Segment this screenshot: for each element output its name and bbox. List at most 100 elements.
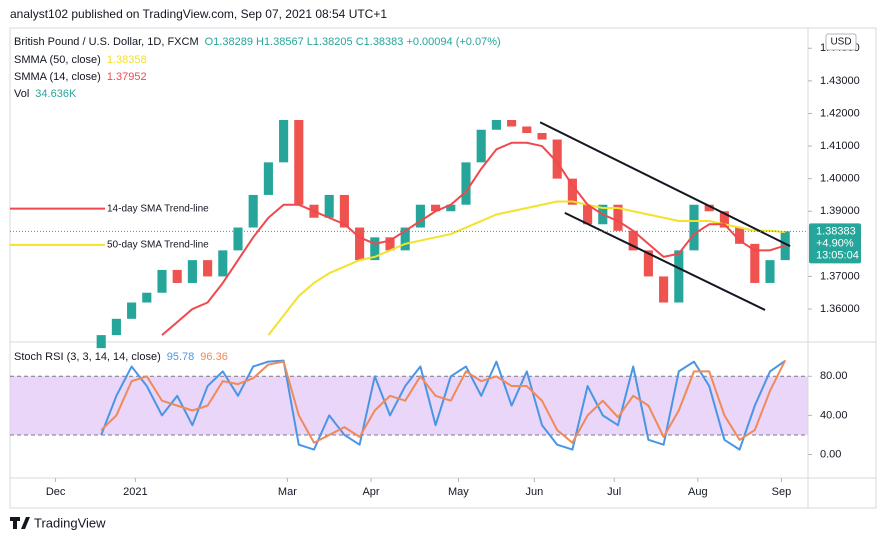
y-tick-label: 1.36000 <box>820 303 860 315</box>
candle-body <box>507 119 517 127</box>
price-pane: 1.36000 1.37000 1.39000 1.40000 1.41000 1.420… <box>10 33 861 349</box>
currency-box <box>825 33 857 51</box>
y-tick-label: 1.37000 <box>820 270 860 282</box>
candle-body <box>355 227 365 261</box>
candle-body <box>263 162 273 195</box>
annotation-label: 50-day SMA Trend-line <box>107 239 209 250</box>
candle-body <box>400 227 410 251</box>
candle-body <box>339 194 349 228</box>
candle-body <box>370 237 380 261</box>
candle-body <box>446 204 456 212</box>
candle-body <box>719 211 729 228</box>
candle-body <box>491 119 501 130</box>
price-change: +4.90% <box>816 237 854 249</box>
candle-body <box>643 250 653 277</box>
x-tick-label: Jul <box>607 486 621 498</box>
currency: USD <box>830 37 851 48</box>
candle-body <box>628 230 638 251</box>
ohlc: O1.38289 H1.38567 L1.38205 C1.38383 +0.0… <box>205 36 501 48</box>
candle-body <box>583 204 593 225</box>
chart-frame <box>9 27 877 509</box>
candle-body <box>294 119 304 205</box>
x-tick-label: 2021 <box>123 486 147 498</box>
y-tick-label: 1.42000 <box>820 107 860 119</box>
y-tick-label: 1.39000 <box>820 205 860 217</box>
x-tick-label: Mar <box>278 486 297 498</box>
candle-body <box>96 335 106 349</box>
legend-entry: SMMA (50, close) 1.38358 <box>14 54 147 66</box>
candle-body <box>613 204 623 231</box>
logo-icon <box>10 517 30 529</box>
candle-body <box>674 250 684 303</box>
candle-body <box>233 227 243 251</box>
symbol-name: British Pound / U.S. Dollar, 1D, FXCM <box>14 36 199 48</box>
candle-body <box>750 243 760 283</box>
y-tick-label: 1.41000 <box>820 140 860 152</box>
x-tick-label: Dec <box>46 486 66 498</box>
y-tick-label: 40.00 <box>820 409 848 421</box>
x-tick-label: Jun <box>526 486 544 498</box>
candle-body <box>172 269 182 283</box>
logo: TradingView <box>10 515 106 530</box>
y-tick-label: 0.00 <box>820 448 841 460</box>
header: analyst102 published on TradingView.com,… <box>10 7 387 21</box>
series-line <box>100 359 787 444</box>
volume-value: 34.636K <box>35 88 77 100</box>
series-line <box>100 359 786 451</box>
last-price-tag <box>809 223 861 264</box>
x-tick-label: May <box>448 486 469 498</box>
y-tick-label: 1.40000 <box>820 173 860 185</box>
candle-body <box>111 318 121 336</box>
x-tick-label: Aug <box>688 486 708 498</box>
candle-body <box>567 178 577 205</box>
candle-body <box>431 204 441 212</box>
indicator-legend: Stoch RSI (3, 3, 14, 14, close) 95.78 96.3… <box>14 351 228 363</box>
candle-body <box>218 250 228 277</box>
series-line <box>161 141 786 336</box>
candle-body <box>324 194 334 218</box>
last-price: 1.38383 <box>816 225 856 237</box>
y-tick-label: 1.43000 <box>820 75 860 87</box>
symbol-title: British Pound / U.S. Dollar, 1D, FXCM O1.… <box>14 36 501 48</box>
legend-value: 1.38358 <box>107 54 147 66</box>
candle-body <box>248 194 258 228</box>
candle-body <box>522 126 532 134</box>
candle-body <box>385 237 395 251</box>
candle-body <box>415 204 425 228</box>
y-tick-label: 80.00 <box>820 370 848 382</box>
candle-body <box>552 139 562 179</box>
candle-body <box>157 269 167 293</box>
trendline <box>539 121 791 248</box>
footer-brand: TradingView <box>34 515 106 530</box>
countdown: 13:05:04 <box>816 249 859 261</box>
indicator-title: Stoch RSI (3, 3, 14, 14, close) <box>14 351 161 363</box>
candle-body <box>735 227 745 244</box>
indicator-value: 95.78 <box>167 351 195 363</box>
stoch-rsi-pane: 0.00 40.00 80.00 Stoch RSI (3, 3, 14, 14, c… <box>10 351 848 460</box>
series-line <box>267 200 786 336</box>
legend-value: 1.37952 <box>107 71 147 83</box>
candle-body <box>187 260 197 283</box>
candle-body <box>476 129 486 163</box>
candle-body <box>203 260 213 277</box>
volume-legend: Vol 34.636K <box>14 88 77 100</box>
candle-body <box>689 204 699 251</box>
annotation-label: 14-day SMA Trend-line <box>107 203 209 214</box>
candle-body <box>704 204 714 212</box>
candle-body <box>659 276 669 303</box>
candle-body <box>765 260 775 283</box>
indicator-value: 96.36 <box>200 351 228 363</box>
candle-body <box>461 162 471 205</box>
candle-body <box>537 133 547 140</box>
x-tick-label: Apr <box>362 486 379 498</box>
trendline <box>564 211 766 311</box>
candle-body <box>127 302 137 319</box>
legend-entry: SMMA (14, close) 1.37952 <box>14 71 147 83</box>
legend-name: SMMA (14, close) <box>14 71 101 83</box>
candle-body <box>279 119 289 163</box>
legend-name: SMMA (50, close) <box>14 54 101 66</box>
x-tick-label: Sep <box>772 486 792 498</box>
volume-label: Vol <box>14 88 29 100</box>
